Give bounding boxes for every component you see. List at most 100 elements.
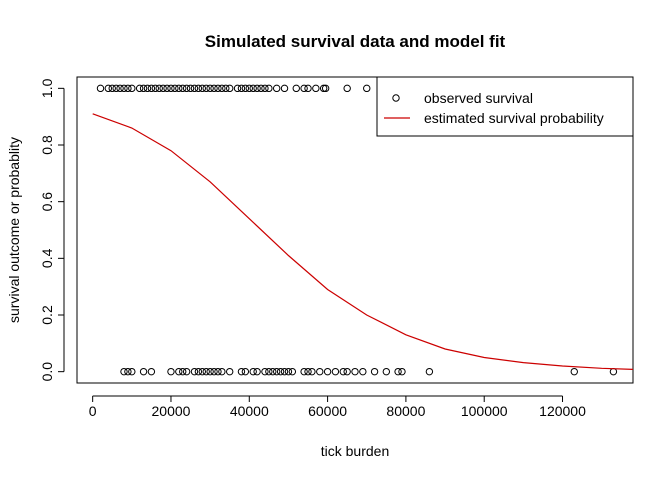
y-tick-label: 1.0	[39, 78, 55, 98]
data-point-survived	[343, 84, 351, 93]
data-point-survived	[257, 84, 265, 93]
data-point-survived	[190, 84, 199, 93]
data-point-died	[182, 367, 191, 376]
y-tick-label: 0.6	[39, 192, 55, 212]
data-point-died	[128, 367, 136, 376]
data-point-survived	[155, 84, 163, 93]
data-point-died	[198, 367, 206, 376]
data-point-died	[120, 367, 128, 376]
x-tick-label: 80000	[386, 403, 425, 419]
data-point-died	[323, 367, 332, 376]
data-point-survived	[312, 84, 320, 93]
legend-point-key	[392, 94, 400, 102]
data-point-survived	[147, 84, 156, 93]
data-point-died	[288, 367, 297, 376]
x-tick-label: 120000	[539, 403, 586, 419]
data-point-survived	[253, 84, 261, 93]
data-point-survived	[272, 84, 281, 93]
y-tick-label: 0.4	[39, 248, 55, 268]
data-point-died	[167, 367, 175, 376]
data-point-survived	[104, 84, 113, 93]
data-point-died	[280, 367, 289, 376]
data-point-died	[218, 367, 226, 376]
data-point-died	[265, 367, 273, 376]
data-point-survived	[214, 84, 222, 93]
data-point-died	[206, 367, 214, 376]
data-point-died	[570, 367, 578, 376]
data-point-died	[300, 367, 308, 376]
legend-label-estimated: estimated survival probability	[424, 110, 604, 126]
legend-label-observed: observed survival	[424, 90, 533, 106]
data-point-survived	[222, 84, 230, 93]
data-point-died	[394, 367, 402, 376]
x-axis-label: tick burden	[321, 443, 389, 459]
data-point-died	[241, 367, 250, 376]
data-point-died	[139, 367, 148, 376]
y-axis-label: survival outcome or probablity	[6, 137, 22, 323]
data-point-survived	[237, 84, 246, 93]
data-point-died	[370, 367, 379, 376]
data-point-survived	[363, 84, 371, 93]
data-point-died	[359, 367, 367, 376]
data-point-survived	[120, 84, 128, 93]
data-point-survived	[182, 84, 191, 93]
data-point-survived	[233, 84, 242, 93]
observed-survival-points	[96, 84, 618, 376]
data-point-died	[308, 367, 316, 376]
data-point-survived	[210, 84, 218, 93]
data-point-survived	[163, 84, 171, 93]
data-point-died	[261, 367, 269, 376]
data-point-survived	[241, 84, 250, 93]
estimated-survival-line	[92, 113, 634, 370]
data-point-died	[382, 367, 391, 376]
data-point-died	[284, 367, 293, 376]
data-point-died	[343, 367, 351, 376]
data-point-survived	[245, 84, 253, 93]
data-point-died	[304, 367, 312, 376]
chart-title: Simulated survival data and model fit	[205, 32, 506, 51]
data-point-survived	[206, 84, 214, 93]
data-point-died	[269, 367, 277, 376]
data-point-survived	[194, 84, 203, 93]
x-axis: 0 20000 40000 60000 80000 100000 120000	[89, 395, 586, 419]
data-point-died	[124, 367, 132, 376]
data-point-survived	[96, 84, 105, 93]
data-point-died	[276, 367, 285, 376]
data-point-survived	[151, 84, 160, 93]
y-tick-label: 0.2	[39, 305, 55, 325]
x-tick-label: 0	[89, 403, 97, 419]
data-point-survived	[108, 84, 116, 93]
data-point-survived	[112, 84, 120, 93]
data-point-survived	[265, 84, 273, 93]
y-tick-label: 0.8	[39, 135, 55, 155]
data-point-survived	[319, 84, 328, 93]
data-point-survived	[124, 84, 132, 93]
data-point-died	[272, 367, 281, 376]
data-point-died	[226, 367, 234, 376]
y-tick-label: 0.0	[39, 362, 55, 382]
data-point-survived	[167, 84, 175, 93]
legend: observed survival estimated survival pro…	[376, 76, 634, 137]
data-point-survived	[321, 84, 330, 93]
x-tick-label: 100000	[461, 403, 508, 419]
data-point-survived	[198, 84, 206, 93]
data-point-survived	[171, 84, 179, 93]
data-point-survived	[139, 84, 148, 93]
data-point-survived	[159, 84, 167, 93]
x-tick-label: 60000	[308, 403, 347, 419]
data-point-survived	[300, 84, 308, 93]
x-tick-label: 20000	[152, 403, 191, 419]
data-point-died	[249, 367, 257, 376]
data-point-died	[190, 367, 199, 376]
data-point-died	[179, 367, 187, 376]
data-point-died	[316, 367, 324, 376]
data-point-survived	[261, 84, 269, 93]
data-point-died	[237, 367, 246, 376]
x-tick-label: 40000	[230, 403, 269, 419]
data-point-survived	[135, 84, 144, 93]
data-point-survived	[116, 84, 124, 93]
data-point-died	[194, 367, 203, 376]
data-point-died	[425, 367, 434, 376]
data-point-survived	[226, 84, 234, 93]
